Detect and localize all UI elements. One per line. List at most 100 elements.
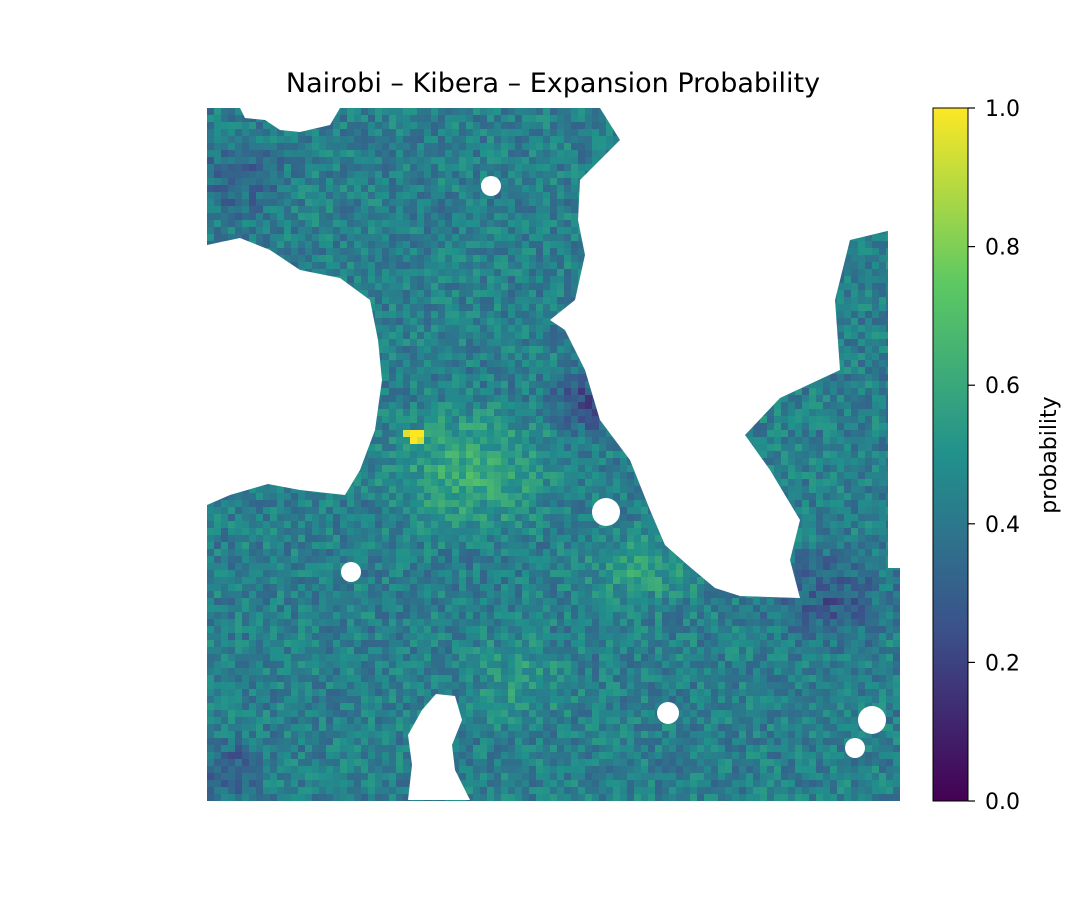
heatmap-cell	[613, 451, 620, 458]
heatmap-cell	[858, 304, 865, 311]
heatmap-cell	[480, 192, 487, 199]
heatmap-cell	[270, 143, 277, 150]
heatmap-cell	[403, 353, 410, 360]
heatmap-cell	[550, 304, 557, 311]
heatmap-cell	[830, 416, 837, 423]
heatmap-cell	[396, 346, 403, 353]
heatmap-cell	[361, 108, 368, 115]
heatmap-cell	[529, 276, 536, 283]
heatmap-cell	[410, 283, 417, 290]
heatmap-cell	[844, 276, 851, 283]
heatmap-cell	[795, 409, 802, 416]
heatmap-cell	[487, 150, 494, 157]
heatmap-cell	[452, 430, 459, 437]
heatmap-cell	[494, 115, 501, 122]
heatmap-cell	[389, 248, 396, 255]
heatmap-cell	[536, 199, 543, 206]
heatmap-cell	[354, 150, 361, 157]
heatmap-cell	[620, 451, 627, 458]
heatmap-cell	[494, 332, 501, 339]
heatmap-cell	[340, 206, 347, 213]
heatmap-cell	[536, 332, 543, 339]
heatmap-cell	[480, 234, 487, 241]
heatmap-cell	[480, 416, 487, 423]
heatmap-cell	[564, 164, 571, 171]
heatmap-cell	[319, 227, 326, 234]
heatmap-cell	[361, 458, 368, 465]
heatmap-cell	[431, 129, 438, 136]
heatmap-cell	[844, 451, 851, 458]
heatmap-cell	[403, 437, 410, 444]
heatmap-cell	[410, 402, 417, 409]
heatmap-cell	[375, 248, 382, 255]
heatmap-cell	[508, 227, 515, 234]
heatmap-cell	[221, 150, 228, 157]
heatmap-cell	[452, 388, 459, 395]
heatmap-cell	[872, 381, 879, 388]
heatmap-cell	[375, 297, 382, 304]
heatmap-cell	[781, 451, 788, 458]
heatmap-cell	[256, 227, 263, 234]
heatmap-cell	[473, 437, 480, 444]
heatmap-cell	[340, 122, 347, 129]
heatmap-cell	[543, 381, 550, 388]
heatmap-cell	[466, 451, 473, 458]
heatmap-cell	[424, 402, 431, 409]
heatmap-cell	[872, 262, 879, 269]
heatmap-cell	[431, 374, 438, 381]
heatmap-cell	[508, 164, 515, 171]
heatmap-cell	[473, 136, 480, 143]
heatmap-cell	[417, 206, 424, 213]
heatmap-cell	[382, 227, 389, 234]
heatmap-cell	[445, 213, 452, 220]
heatmap-cell	[361, 157, 368, 164]
heatmap-cell	[564, 290, 571, 297]
heatmap-cell	[403, 108, 410, 115]
heatmap-cell	[459, 143, 466, 150]
heatmap-cell	[788, 402, 795, 409]
heatmap-cell	[473, 311, 480, 318]
heatmap-cell	[214, 178, 221, 185]
heatmap-cell	[424, 255, 431, 262]
heatmap-cell	[830, 430, 837, 437]
heatmap-cell	[312, 129, 319, 136]
heatmap-cell	[326, 129, 333, 136]
heatmap-cell	[480, 332, 487, 339]
heatmap-cell	[515, 318, 522, 325]
heatmap-cell	[522, 353, 529, 360]
heatmap-cell	[487, 283, 494, 290]
heatmap-cell	[543, 262, 550, 269]
heatmap-cell	[529, 234, 536, 241]
heatmap-cell	[410, 318, 417, 325]
heatmap-cell	[851, 381, 858, 388]
heatmap-cell	[802, 430, 809, 437]
heatmap-cell	[774, 416, 781, 423]
heatmap-cell	[326, 227, 333, 234]
heatmap-cell	[879, 241, 886, 248]
heatmap-cell	[865, 381, 872, 388]
heatmap-cell	[403, 227, 410, 234]
heatmap-cell	[445, 444, 452, 451]
heatmap-cell	[403, 318, 410, 325]
heatmap-cell	[543, 192, 550, 199]
heatmap-cell	[599, 150, 606, 157]
heatmap-cell	[445, 304, 452, 311]
heatmap-cell	[214, 171, 221, 178]
heatmap-cell	[431, 416, 438, 423]
heatmap-cell	[487, 388, 494, 395]
heatmap-cell	[480, 248, 487, 255]
heatmap-cell	[424, 157, 431, 164]
heatmap-cell	[536, 227, 543, 234]
heatmap-cell	[396, 304, 403, 311]
heatmap-cell	[522, 108, 529, 115]
heatmap-cell	[865, 297, 872, 304]
heatmap-cell	[578, 136, 585, 143]
heatmap-cell	[466, 171, 473, 178]
heatmap-cell	[872, 423, 879, 430]
heatmap-cell	[361, 178, 368, 185]
heatmap-cell	[879, 269, 886, 276]
heatmap-cell	[543, 206, 550, 213]
heatmap-cell	[466, 297, 473, 304]
heatmap-cell	[522, 346, 529, 353]
heatmap-cell	[760, 444, 767, 451]
